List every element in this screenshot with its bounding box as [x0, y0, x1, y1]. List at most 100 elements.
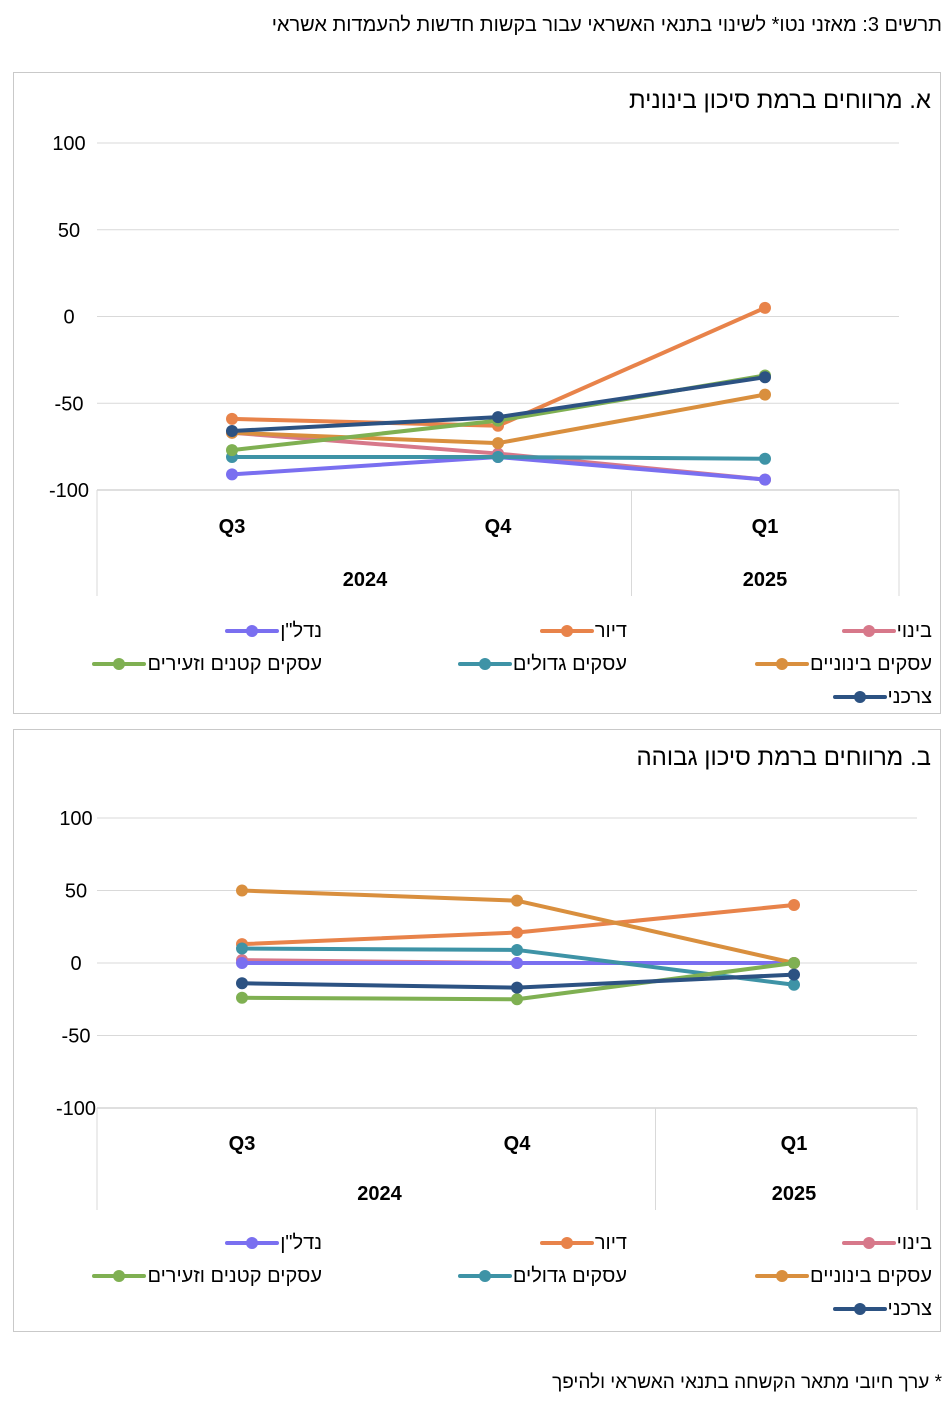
- x-tick-label: Q1: [752, 516, 779, 538]
- legend-item: עסקים בינוניים: [754, 1263, 934, 1289]
- data-point: [511, 993, 523, 1006]
- chart-panel-medium-risk: א. מרווחים ברמת סיכון בינונית 100 50 0 -50 -…: [13, 72, 941, 714]
- y-tick-label: 100: [52, 133, 85, 155]
- data-point: [788, 899, 800, 911]
- series-1: [236, 899, 800, 951]
- data-point: [236, 884, 248, 897]
- legend-item: בינוי: [841, 1230, 934, 1256]
- footnote: * ערך חיובי מתאר הקשחה בתנאי האשראי ולהי…: [552, 1372, 942, 1393]
- legend-label: עסקים גדולים: [512, 1264, 627, 1287]
- line-chart-high-risk: 100 50 0 -50 -100 Q3 Q4 Q1 2024 2025: [56, 808, 918, 1210]
- chart-legend: בינוי דיור נדל"ן עסקים בינוניים עסקים גדולים…: [39, 1230, 934, 1325]
- legend-item: עסקים גדולים: [457, 651, 629, 677]
- legend-swatch: [755, 658, 810, 670]
- y-tick-label: 0: [63, 307, 74, 329]
- legend-item: בינוי: [841, 618, 934, 644]
- legend-swatch: [755, 1270, 810, 1282]
- x-tick-label: Q3: [229, 1133, 256, 1155]
- data-point: [759, 388, 771, 401]
- chart-panel-high-risk: ב. מרווחים ברמת סיכון גבוהה 100 50 0 -50 -10…: [13, 729, 941, 1332]
- data-point: [511, 957, 523, 969]
- legend-label: דיור: [594, 619, 627, 642]
- legend-swatch-marker: [853, 691, 866, 703]
- x-tick-label: Q4: [485, 516, 513, 538]
- data-point: [226, 468, 238, 481]
- legend-item: נדל"ן: [224, 1230, 324, 1256]
- legend-swatch: [457, 658, 512, 670]
- data-point: [492, 411, 504, 424]
- legend-swatch: [457, 1270, 512, 1282]
- legend-swatch-marker: [560, 625, 573, 637]
- legend-item: עסקים בינוניים: [754, 651, 934, 677]
- legend-swatch-marker: [862, 1237, 875, 1249]
- data-point: [759, 371, 771, 384]
- legend-swatch: [225, 625, 280, 637]
- x-tick-label: Q3: [219, 516, 246, 538]
- data-point: [511, 943, 523, 956]
- chart-title: ב. מרווחים ברמת סיכון גבוהה: [636, 744, 931, 771]
- legend-swatch: [841, 1237, 896, 1249]
- series-4: [226, 451, 771, 465]
- data-point: [511, 981, 523, 994]
- legend-swatch: [832, 1303, 887, 1315]
- chart-legend: בינוי דיור נדל"ן עסקים בינוניים עסקים גדולים…: [39, 618, 934, 713]
- legend-swatch-marker: [776, 1270, 789, 1282]
- y-tick-label: -100: [49, 480, 89, 502]
- data-point: [788, 968, 800, 981]
- x-tick-label: Q4: [504, 1133, 532, 1155]
- data-point: [236, 942, 248, 955]
- data-point: [492, 437, 504, 450]
- data-point: [236, 957, 248, 969]
- y-tick-label: 100: [59, 808, 92, 830]
- legend-label: נדל"ן: [280, 1231, 322, 1254]
- legend-label: עסקים בינוניים: [810, 652, 932, 675]
- series-6: [236, 968, 800, 994]
- data-point: [788, 957, 800, 969]
- legend-swatch: [539, 1237, 594, 1249]
- y-tick-label: -100: [56, 1098, 96, 1120]
- data-point: [511, 926, 523, 939]
- y-tick-label: -50: [55, 393, 84, 415]
- legend-swatch-marker: [560, 1237, 573, 1249]
- legend-item: צרכני: [832, 684, 934, 710]
- legend-swatch: [841, 625, 896, 637]
- legend-swatch-marker: [776, 658, 789, 670]
- legend-label: בינוי: [896, 1231, 932, 1254]
- year-group-label: 2024: [343, 569, 388, 591]
- legend-label: עסקים קטנים וזעירים: [147, 1264, 322, 1287]
- series-5: [236, 957, 800, 1006]
- legend-item: דיור: [539, 1230, 629, 1256]
- data-point: [759, 301, 771, 314]
- legend-item: צרכני: [832, 1296, 934, 1322]
- year-group-label: 2025: [743, 569, 788, 591]
- legend-label: עסקים קטנים וזעירים: [147, 652, 322, 675]
- data-point: [236, 991, 248, 1004]
- legend-swatch-marker: [478, 1270, 491, 1282]
- legend-label: צרכני: [887, 1297, 932, 1320]
- legend-label: נדל"ן: [280, 619, 322, 642]
- year-group-label: 2025: [772, 1183, 817, 1205]
- legend-swatch-marker: [246, 625, 259, 637]
- legend-swatch-marker: [246, 1237, 259, 1249]
- data-point: [236, 977, 248, 990]
- legend-item: דיור: [539, 618, 629, 644]
- x-tick-label: Q1: [781, 1133, 808, 1155]
- legend-label: עסקים בינוניים: [810, 1264, 932, 1287]
- legend-swatch: [225, 1237, 280, 1249]
- y-tick-label: 50: [65, 881, 87, 903]
- legend-swatch-marker: [862, 625, 875, 637]
- data-point: [759, 473, 771, 486]
- line-chart-medium-risk: 100 50 0 -50 -100 Q3 Q4 Q1 2024 2025: [49, 133, 900, 596]
- legend-label: בינוי: [896, 619, 932, 642]
- data-point: [226, 412, 238, 425]
- legend-swatch: [92, 1270, 147, 1282]
- legend-swatch: [539, 625, 594, 637]
- data-point: [226, 425, 238, 438]
- data-point: [788, 978, 800, 991]
- legend-item: נדל"ן: [224, 618, 324, 644]
- legend-item: עסקים גדולים: [457, 1263, 629, 1289]
- y-tick-label: 0: [70, 953, 81, 975]
- legend-swatch-marker: [113, 658, 126, 670]
- y-tick-label: 50: [58, 220, 80, 242]
- legend-item: עסקים קטנים וזעירים: [91, 1263, 324, 1289]
